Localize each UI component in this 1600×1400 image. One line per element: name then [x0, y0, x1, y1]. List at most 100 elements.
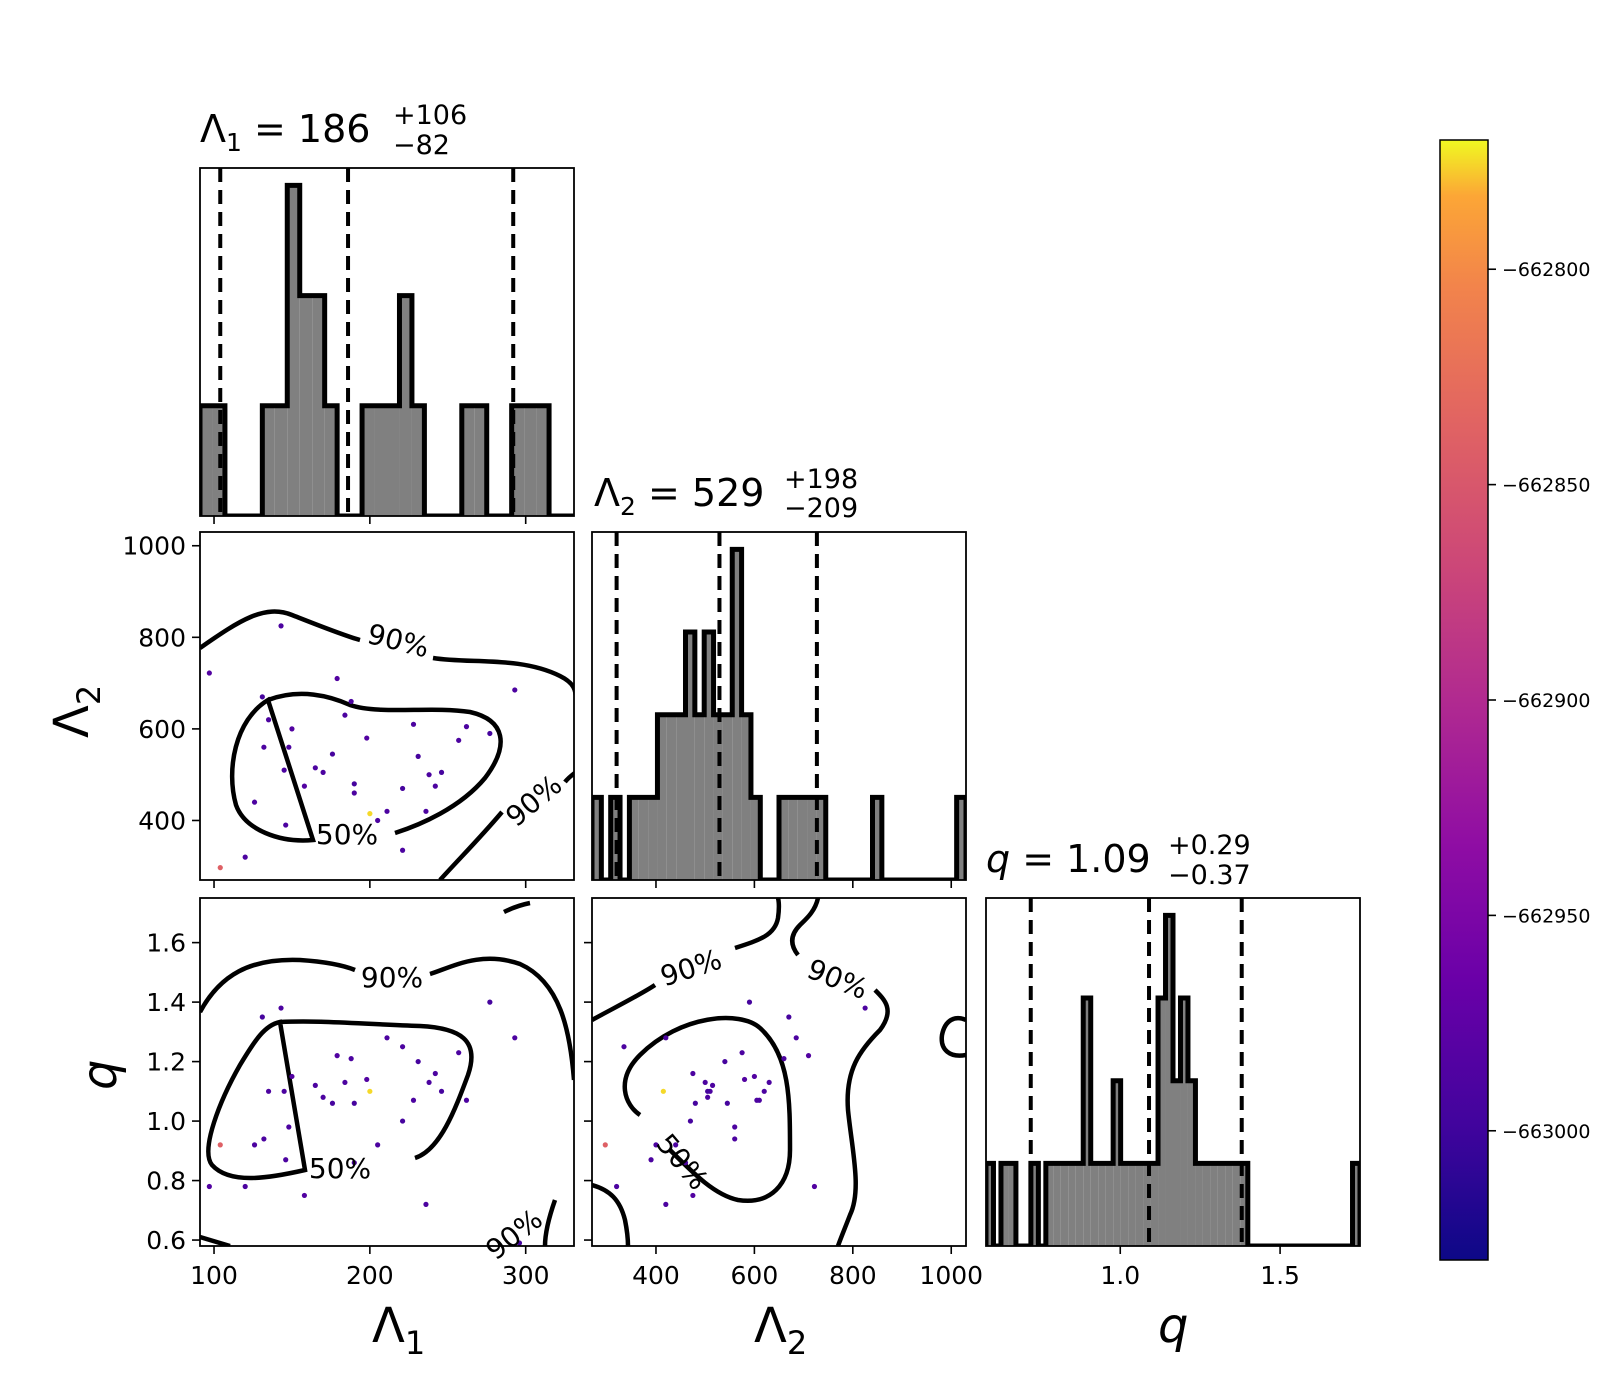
histogram-bar: [411, 405, 425, 516]
scatter-point: [432, 1070, 438, 1077]
scatter-point: [399, 1118, 406, 1124]
scatter-point: [281, 1088, 287, 1094]
scatter-point: [265, 1088, 272, 1094]
histogram-bar: [536, 405, 550, 516]
histogram-bar: [1008, 1163, 1016, 1246]
scatter-point: [754, 1097, 760, 1103]
histogram-bar: [1180, 998, 1188, 1246]
histogram-bar: [1232, 1163, 1241, 1246]
histogram-step-line: [986, 912, 1360, 1246]
contour-label: 50%: [650, 1127, 715, 1196]
scatter-point: [399, 847, 406, 853]
scatter-point: [722, 1058, 728, 1065]
x-tick-label: 600: [731, 1261, 779, 1290]
scatter-lambda1-lambda2: [206, 532, 521, 871]
scatter-point: [415, 1058, 421, 1065]
histogram-bar: [1225, 1163, 1233, 1246]
scatter-point: [690, 1070, 696, 1077]
y-tick-label: 1.4: [146, 988, 186, 1017]
scatter-point: [312, 1082, 318, 1088]
contour-label: 50%: [316, 818, 378, 851]
histogram-bar: [1173, 1080, 1181, 1246]
histogram-bar: [1120, 1163, 1129, 1246]
histogram-bar: [262, 405, 275, 516]
contour-90-l2q: [592, 898, 782, 1022]
histogram-bar: [629, 797, 639, 880]
title-lambda2: Λ2 = 529: [594, 471, 764, 521]
histogram-bar: [807, 797, 817, 880]
scatter-point: [320, 1094, 326, 1100]
histogram-bar: [1113, 1080, 1121, 1246]
scatter-point: [351, 1160, 357, 1166]
y-tick-label: 1.6: [146, 929, 186, 958]
scatter-point: [367, 811, 373, 817]
scatter-point: [614, 1183, 620, 1190]
scatter-point: [692, 1100, 698, 1106]
scatter-point: [463, 724, 470, 730]
scatter-point: [278, 1005, 284, 1011]
xlabel-lambda2: Λ2: [754, 1298, 807, 1362]
scatter-point: [786, 1014, 792, 1020]
histogram-bar: [1068, 1163, 1076, 1246]
x-tick-label: 100: [190, 1261, 238, 1290]
histogram-bar: [1135, 1163, 1144, 1246]
scatter-point: [438, 1088, 445, 1094]
histogram-bar: [704, 632, 714, 880]
xlabel-lambda1: Λ1: [372, 1298, 425, 1362]
histogram-bar: [287, 185, 300, 516]
histogram-lambda2: [592, 532, 966, 880]
panel-frame: [199, 897, 575, 1247]
ylabel-q: q: [72, 1060, 128, 1090]
scatter-point: [805, 1053, 812, 1059]
scatter-point: [705, 1094, 711, 1100]
contour-90c-l1q: [200, 1234, 231, 1246]
scatter-point: [456, 1050, 462, 1056]
scatter-point: [682, 1160, 689, 1166]
scatter-point: [746, 999, 753, 1005]
histogram-bar: [362, 405, 375, 516]
histogram-bar: [816, 797, 826, 880]
colorbar-tick-label: −662850: [1502, 475, 1590, 497]
panel-frame: [199, 531, 575, 881]
scatter-point: [375, 1142, 381, 1148]
scatter-point: [423, 1201, 429, 1207]
histogram-bar: [592, 797, 602, 880]
histogram-bar: [648, 797, 658, 880]
scatter-point: [653, 1142, 659, 1148]
x-tick-label: 400: [632, 1261, 680, 1290]
histogram-bar: [638, 797, 649, 880]
histogram-bar: [1128, 1163, 1136, 1246]
histogram-bar: [299, 295, 313, 516]
scatter-point: [278, 623, 284, 629]
histogram-layer: [200, 168, 1360, 1246]
scatter-point: [862, 1005, 868, 1011]
scatter-point: [251, 1142, 258, 1148]
scatter-point: [251, 799, 258, 805]
x-tick-label: 1.5: [1260, 1261, 1300, 1290]
colorbar-ticks: −662800 −662850 −662900 −662950 −663000: [1488, 259, 1590, 1143]
scatter-point: [663, 1035, 669, 1041]
panel-frame: [199, 167, 575, 517]
scatter-point: [301, 783, 308, 789]
contour-90d-l2q: [939, 1015, 966, 1058]
histogram-bar: [1352, 1163, 1360, 1246]
contour-label: 90%: [803, 952, 873, 1006]
scatter-point: [242, 1183, 248, 1190]
y-tick-label: 0.6: [146, 1226, 186, 1255]
histogram-bar: [685, 632, 695, 880]
histogram-bar: [374, 405, 387, 516]
histogram-bar: [524, 405, 537, 516]
scatter-point: [516, 1240, 523, 1246]
histogram-step-line: [200, 182, 574, 516]
scatter-point: [242, 854, 248, 860]
histogram-bar: [1195, 1163, 1203, 1246]
scatter-point: [399, 785, 406, 792]
x-tick-label: 1000: [919, 1261, 983, 1290]
histogram-bar: [741, 714, 751, 880]
histogram-bar: [610, 797, 621, 880]
contour-50-l2q: [622, 1015, 793, 1204]
scatter-point: [410, 721, 417, 727]
colorbar-tick-label: −662900: [1502, 690, 1590, 712]
scatter-point: [702, 1079, 708, 1086]
scatter-point: [206, 1183, 212, 1190]
